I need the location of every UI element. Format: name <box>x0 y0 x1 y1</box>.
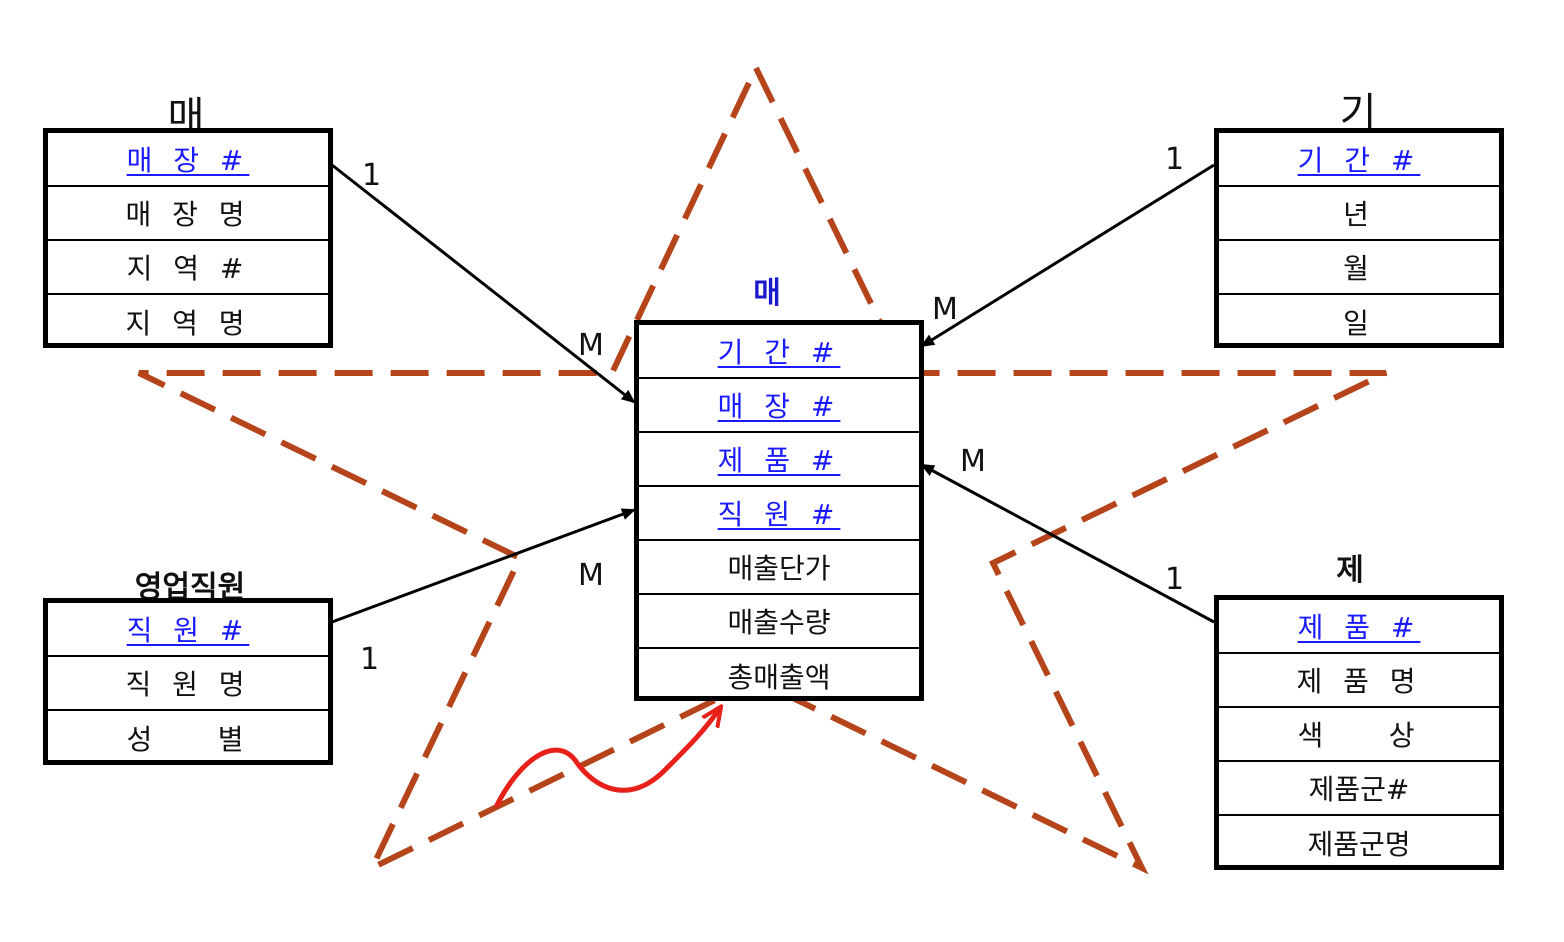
store-table: 매 장 # 매 장 명 지 역 # 지 역 명 <box>43 128 333 348</box>
sales-row: 총매출액 <box>727 661 831 694</box>
rel-store-sales <box>331 163 636 404</box>
store-row: 지 역 명 <box>125 307 251 340</box>
sales-row: 매출단가 <box>639 541 919 595</box>
employee-row-key: 직 원 # <box>48 603 328 657</box>
card-store-many: M <box>578 328 604 363</box>
card-period-many: M <box>932 292 958 327</box>
sales-table: 기 간 # 매 장 # 제 품 # 직 원 # 매출단가 매출수량 총매출액 <box>634 320 924 701</box>
period-row: 일 <box>1343 307 1375 340</box>
card-store-one: 1 <box>362 158 382 193</box>
card-product-one: 1 <box>1165 562 1185 597</box>
employee-table: 직 원 # 직 원 명 성 별 <box>43 598 333 765</box>
store-row: 지 역 # <box>48 241 328 295</box>
period-row: 월 <box>1219 241 1499 295</box>
card-product-many: M <box>960 444 986 479</box>
sales-row-key: 직 원 # <box>639 487 919 541</box>
product-table: 제 품 # 제 품 명 색 상 제품군# 제품군명 <box>1214 595 1504 870</box>
rel-period-sales <box>920 163 1215 348</box>
rel-employee-sales <box>331 508 636 624</box>
product-row: 제품군# <box>1219 762 1499 816</box>
product-row: 제 품 명 <box>1219 654 1499 708</box>
product-row-key: 제 품 # <box>1219 600 1499 654</box>
product-row: 색 상 <box>1219 708 1499 762</box>
employee-row: 직 원 명 <box>48 657 328 711</box>
card-employee-one: 1 <box>360 642 380 677</box>
period-row: 년 <box>1219 187 1499 241</box>
red-curved-arrow <box>494 708 720 808</box>
card-period-one: 1 <box>1165 142 1185 177</box>
card-employee-many: M <box>578 558 604 593</box>
sales-row-key: 매 장 # <box>639 379 919 433</box>
sales-row-key: 기 간 # <box>639 325 919 379</box>
store-row-key: 매 장 # <box>48 133 328 187</box>
sales-row: 매출수량 <box>639 595 919 649</box>
period-table: 기 간 # 년 월 일 <box>1214 128 1504 348</box>
employee-row: 성 별 <box>126 723 250 756</box>
product-row: 제품군명 <box>1307 828 1411 861</box>
rel-product-sales <box>920 463 1215 624</box>
period-row-key: 기 간 # <box>1219 133 1499 187</box>
sales-row-key: 제 품 # <box>639 433 919 487</box>
store-row: 매 장 명 <box>48 187 328 241</box>
